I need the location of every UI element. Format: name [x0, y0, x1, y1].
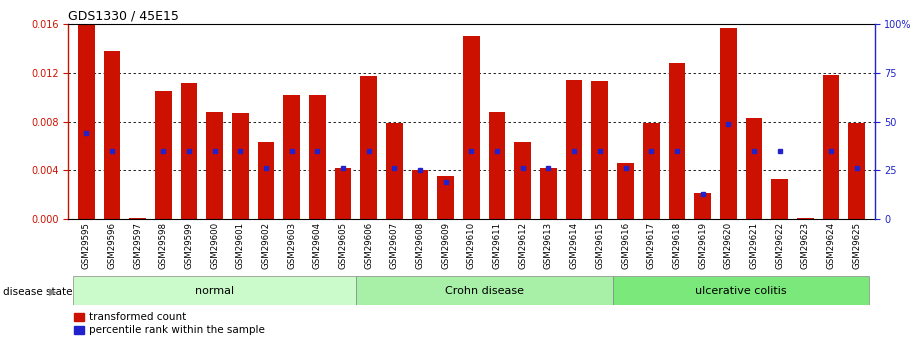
Text: GDS1330 / 45E15: GDS1330 / 45E15: [68, 10, 179, 23]
Text: GSM29622: GSM29622: [775, 222, 784, 269]
Text: GSM29621: GSM29621: [750, 222, 758, 269]
Text: GSM29615: GSM29615: [595, 222, 604, 269]
Text: Crohn disease: Crohn disease: [445, 286, 524, 296]
Bar: [694, 194, 711, 219]
Bar: [356, 276, 613, 305]
Text: GSM29625: GSM29625: [852, 222, 861, 269]
Bar: [437, 176, 454, 219]
Text: GSM29603: GSM29603: [287, 222, 296, 269]
Bar: [283, 95, 300, 219]
Bar: [643, 123, 660, 219]
Bar: [104, 51, 120, 219]
Text: GSM29598: GSM29598: [159, 222, 168, 269]
Bar: [797, 218, 814, 219]
Text: GSM29597: GSM29597: [133, 222, 142, 269]
Text: ulcerative colitis: ulcerative colitis: [695, 286, 787, 296]
Text: GSM29609: GSM29609: [441, 222, 450, 269]
Bar: [74, 276, 356, 305]
Bar: [823, 75, 839, 219]
Bar: [772, 179, 788, 219]
Bar: [309, 95, 326, 219]
Text: GSM29600: GSM29600: [210, 222, 220, 269]
Text: GSM29610: GSM29610: [467, 222, 476, 269]
Bar: [566, 80, 582, 219]
Bar: [720, 28, 737, 219]
Text: GSM29607: GSM29607: [390, 222, 399, 269]
Text: GSM29620: GSM29620: [723, 222, 732, 269]
Text: GSM29624: GSM29624: [826, 222, 835, 269]
Text: GSM29619: GSM29619: [698, 222, 707, 269]
Text: ▶: ▶: [49, 287, 56, 296]
Bar: [591, 81, 609, 219]
Bar: [540, 168, 557, 219]
Text: GSM29595: GSM29595: [82, 222, 91, 269]
Bar: [463, 36, 480, 219]
Bar: [361, 76, 377, 219]
Text: GSM29616: GSM29616: [621, 222, 630, 269]
Bar: [129, 218, 146, 219]
Bar: [386, 123, 403, 219]
Bar: [206, 112, 223, 219]
Bar: [155, 91, 171, 219]
Text: GSM29601: GSM29601: [236, 222, 245, 269]
Text: GSM29613: GSM29613: [544, 222, 553, 269]
Text: GSM29612: GSM29612: [518, 222, 527, 269]
Text: GSM29623: GSM29623: [801, 222, 810, 269]
Text: GSM29614: GSM29614: [569, 222, 578, 269]
Text: disease state: disease state: [3, 287, 72, 296]
Bar: [613, 276, 869, 305]
Text: GSM29599: GSM29599: [185, 222, 193, 269]
Text: GSM29605: GSM29605: [339, 222, 348, 269]
Bar: [334, 168, 352, 219]
Bar: [180, 83, 198, 219]
Text: GSM29604: GSM29604: [312, 222, 322, 269]
Text: GSM29608: GSM29608: [415, 222, 425, 269]
Bar: [515, 142, 531, 219]
Bar: [258, 142, 274, 219]
Bar: [78, 26, 95, 219]
Text: GSM29617: GSM29617: [647, 222, 656, 269]
Text: GSM29596: GSM29596: [107, 222, 117, 269]
Text: normal: normal: [195, 286, 234, 296]
Bar: [669, 63, 685, 219]
Bar: [232, 113, 249, 219]
Text: GSM29606: GSM29606: [364, 222, 374, 269]
Bar: [617, 163, 634, 219]
Text: GSM29611: GSM29611: [493, 222, 502, 269]
Legend: transformed count, percentile rank within the sample: transformed count, percentile rank withi…: [74, 312, 265, 335]
Text: GSM29618: GSM29618: [672, 222, 681, 269]
Text: GSM29602: GSM29602: [261, 222, 271, 269]
Bar: [412, 170, 428, 219]
Bar: [745, 118, 763, 219]
Bar: [489, 112, 506, 219]
Bar: [848, 123, 865, 219]
